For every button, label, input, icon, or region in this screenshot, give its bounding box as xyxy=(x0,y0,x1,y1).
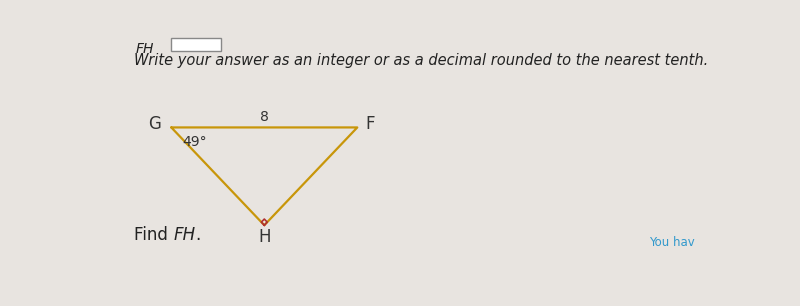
Text: FH: FH xyxy=(174,226,195,244)
Text: 8: 8 xyxy=(260,110,269,124)
Text: H: H xyxy=(258,229,270,246)
Text: 49°: 49° xyxy=(182,135,206,149)
Text: F: F xyxy=(365,115,374,133)
Text: You hav: You hav xyxy=(650,236,695,249)
Text: G: G xyxy=(148,115,161,133)
Text: .: . xyxy=(195,226,201,244)
FancyBboxPatch shape xyxy=(171,38,221,51)
Text: Write your answer as an integer or as a decimal rounded to the nearest tenth.: Write your answer as an integer or as a … xyxy=(134,53,708,68)
Text: Find: Find xyxy=(134,226,174,244)
Text: FH: FH xyxy=(136,42,154,55)
